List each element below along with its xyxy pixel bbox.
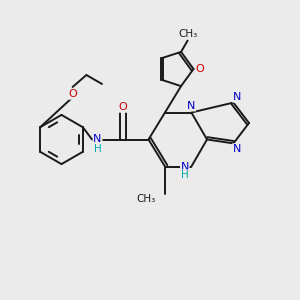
Text: O: O (118, 102, 127, 112)
Text: CH₃: CH₃ (178, 29, 197, 39)
Text: H: H (181, 170, 189, 180)
Text: N: N (233, 92, 241, 102)
Text: O: O (68, 89, 77, 99)
Text: N: N (181, 161, 189, 172)
Text: N: N (233, 144, 241, 154)
Text: CH₃: CH₃ (137, 194, 156, 204)
Text: N: N (93, 134, 102, 145)
Text: O: O (196, 64, 205, 74)
Text: N: N (187, 101, 196, 111)
Text: H: H (94, 143, 101, 154)
